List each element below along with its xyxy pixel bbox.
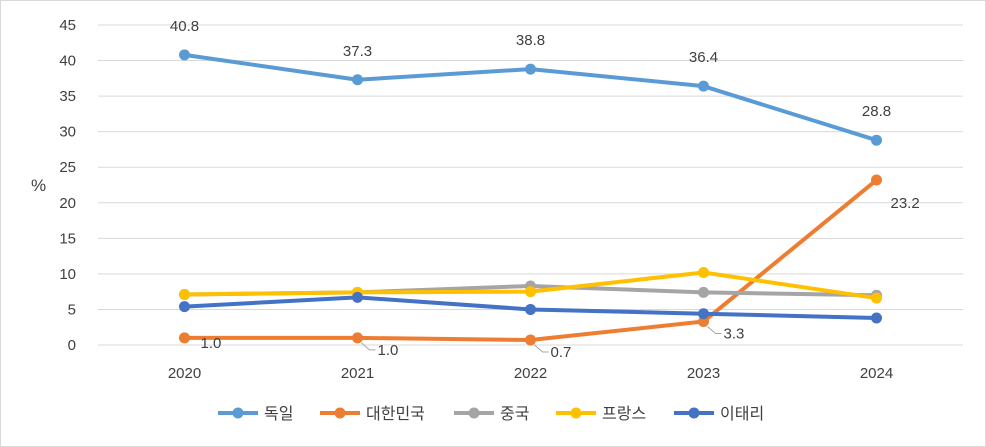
y-tick-label: 20 <box>59 195 76 212</box>
data-point <box>179 49 190 61</box>
data-point <box>525 334 536 346</box>
leader-line <box>361 342 376 351</box>
legend-entry: 대한민국 <box>320 405 425 423</box>
legend-label: 프랑스 <box>602 405 646 423</box>
data-point <box>352 332 363 344</box>
data-point <box>698 266 709 278</box>
series-4 <box>179 266 882 304</box>
x-tick-label: 2020 <box>168 365 201 382</box>
data-label: 40.8 <box>170 18 199 35</box>
series-1 <box>179 49 882 146</box>
y-tick-label: 30 <box>59 124 76 141</box>
data-point <box>698 286 709 298</box>
y-tick-label: 45 <box>59 17 76 34</box>
data-label: 28.8 <box>862 103 891 120</box>
legend-marker <box>688 407 700 419</box>
series-5 <box>179 291 882 324</box>
data-label: 1.0 <box>378 342 399 359</box>
y-axis-ticks: 0 5 10 15 20 25 30 35 40 45 <box>59 17 76 354</box>
y-tick-label: 0 <box>68 337 76 354</box>
data-label: 1.0 <box>201 335 222 352</box>
y-axis-label: % <box>31 176 46 195</box>
series-2 <box>179 174 882 346</box>
data-point <box>871 292 882 304</box>
data-point <box>871 134 882 146</box>
data-label: 36.4 <box>689 49 718 66</box>
data-point <box>698 80 709 92</box>
data-label: 38.8 <box>516 32 545 49</box>
gridlines <box>98 24 963 346</box>
y-tick-label: 5 <box>68 301 76 318</box>
legend-entry: 독일 <box>218 405 293 423</box>
x-tick-label: 2022 <box>514 365 547 382</box>
data-point <box>179 301 190 313</box>
data-point <box>352 291 363 303</box>
data-point <box>871 312 882 324</box>
legend-label: 대한민국 <box>366 405 425 423</box>
legend-label: 이태리 <box>720 405 764 423</box>
data-point <box>525 303 536 315</box>
y-tick-label: 25 <box>59 159 76 176</box>
y-tick-label: 10 <box>59 266 76 283</box>
x-tick-label: 2021 <box>341 365 374 382</box>
data-label: 37.3 <box>343 43 372 60</box>
data-point <box>179 289 190 301</box>
y-tick-label: 35 <box>59 88 76 105</box>
legend-marker <box>232 407 244 419</box>
y-tick-label: 15 <box>59 230 76 247</box>
legend-marker <box>570 407 582 419</box>
legend-marker <box>334 407 346 419</box>
legend-entry: 중국 <box>454 406 529 423</box>
legend-marker <box>468 407 480 419</box>
x-axis-ticks: 2020 2021 2022 2023 2024 <box>168 365 893 382</box>
data-point <box>525 63 536 75</box>
legend-entry: 이태리 <box>674 405 764 423</box>
legend-label: 독일 <box>264 405 293 423</box>
leader-line <box>534 344 549 353</box>
series-lines <box>179 49 882 346</box>
data-labels: 40.8 37.3 38.8 36.4 28.8 1.0 1.0 0.7 3.3 23.2 <box>170 18 920 361</box>
data-point <box>871 174 882 186</box>
x-tick-label: 2024 <box>860 365 893 382</box>
data-point <box>698 308 709 320</box>
data-point <box>698 316 709 328</box>
legend: 독일 대한민국 중국 프랑스 이태리 <box>218 405 764 423</box>
leader-line <box>707 326 722 335</box>
y-tick-label: 40 <box>59 53 76 70</box>
data-label: 3.3 <box>724 326 745 343</box>
data-label: 0.7 <box>551 344 572 361</box>
data-point <box>179 332 190 344</box>
data-point <box>525 286 536 298</box>
data-point <box>352 74 363 86</box>
legend-entry: 프랑스 <box>556 405 646 423</box>
legend-label: 중국 <box>500 406 529 423</box>
data-label: 23.2 <box>891 195 920 212</box>
x-tick-label: 2023 <box>687 365 720 382</box>
